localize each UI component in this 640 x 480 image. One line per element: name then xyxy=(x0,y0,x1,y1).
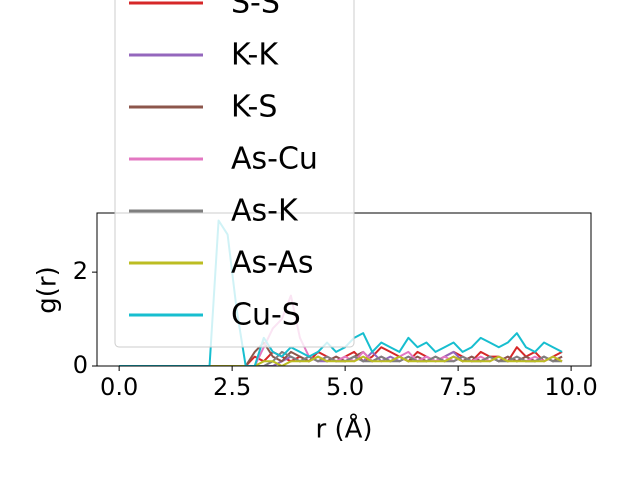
legend-label: As-As xyxy=(231,246,313,281)
x-tick-label: 2.5 xyxy=(213,373,251,401)
legend-label: K-K xyxy=(231,38,279,73)
series-line xyxy=(119,219,563,366)
legend-label: As-K xyxy=(231,194,299,229)
x-tick-label: 10.0 xyxy=(544,373,597,401)
x-tick-label: 0.0 xyxy=(100,373,138,401)
legend-box xyxy=(114,0,355,348)
legend-label: K-S xyxy=(231,90,277,125)
legend-label: Cu-S xyxy=(231,298,301,333)
x-tick-label: 5.0 xyxy=(326,373,364,401)
ticks: 0.0 2.5 5.0 7.5 10.0 0 2 xyxy=(73,257,598,401)
legend-label: As-Cu xyxy=(231,142,318,177)
series-line xyxy=(119,355,563,366)
x-tick-label: 7.5 xyxy=(439,373,477,401)
legend: S-S K-K K-S As-Cu As-K As-As Cu-S xyxy=(114,0,355,348)
y-axis-label: g(r) xyxy=(33,266,63,313)
y-tick-label: 0 xyxy=(73,351,88,379)
y-tick-label: 2 xyxy=(73,257,88,285)
plot-area xyxy=(119,219,563,366)
legend-label: S-S xyxy=(231,0,280,21)
x-axis-label: r (Å) xyxy=(315,413,372,445)
